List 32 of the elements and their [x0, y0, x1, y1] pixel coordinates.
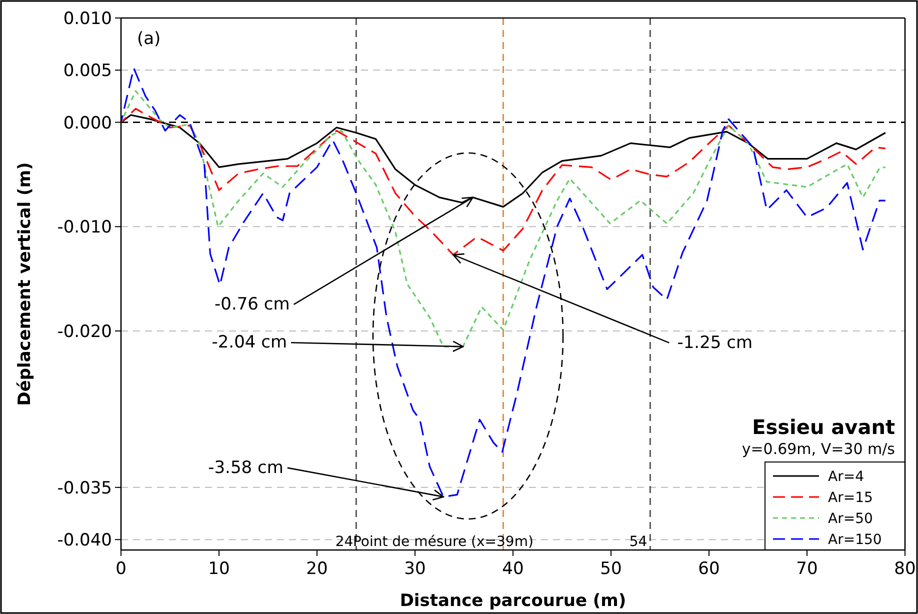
legend-label: Ar=50 — [828, 511, 873, 527]
x-tick-label: 40 — [502, 559, 524, 579]
legend-label: Ar=4 — [828, 469, 864, 485]
x-tick-label: 80 — [894, 559, 916, 579]
ref-line-label: 24 — [335, 534, 354, 550]
text: Essieu avant — [752, 415, 896, 439]
annotation: (a) — [137, 29, 161, 49]
y-tick-label: 0.010 — [63, 9, 112, 29]
x-tick-label: 30 — [404, 559, 426, 579]
y-tick-label: -0.010 — [57, 218, 112, 238]
x-tick-label: 60 — [698, 559, 720, 579]
annotation: -0.76 cm — [214, 294, 290, 314]
x-tick-label: 50 — [600, 559, 622, 579]
annotation: -3.58 cm — [208, 458, 284, 478]
x-axis-title: Distance parcourue (m) — [400, 591, 626, 611]
x-tick-label: 70 — [796, 559, 818, 579]
x-tick-label: 10 — [208, 559, 230, 579]
y-tick-label: 0.000 — [63, 113, 112, 134]
annotation: -2.04 cm — [212, 332, 288, 353]
x-tick-label: 0 — [116, 559, 126, 579]
ref-line-label: Point de mésure (x=39m) — [352, 534, 534, 550]
x-tick-label: 20 — [306, 559, 328, 579]
ref-line-label: 54 — [629, 534, 648, 550]
legend-label: Ar=150 — [828, 532, 882, 548]
text: y=0.69m, V=30 m/s — [742, 440, 896, 458]
legend-label: Ar=15 — [828, 490, 873, 506]
y-tick-label: 0.005 — [63, 61, 112, 82]
y-tick-label: -0.035 — [57, 478, 112, 498]
y-tick-label: -0.020 — [57, 322, 112, 342]
annotation: -1.25 cm — [677, 332, 753, 353]
y-axis-title: Déplacement vertical (m) — [15, 162, 35, 406]
y-tick-label: -0.040 — [57, 530, 112, 551]
